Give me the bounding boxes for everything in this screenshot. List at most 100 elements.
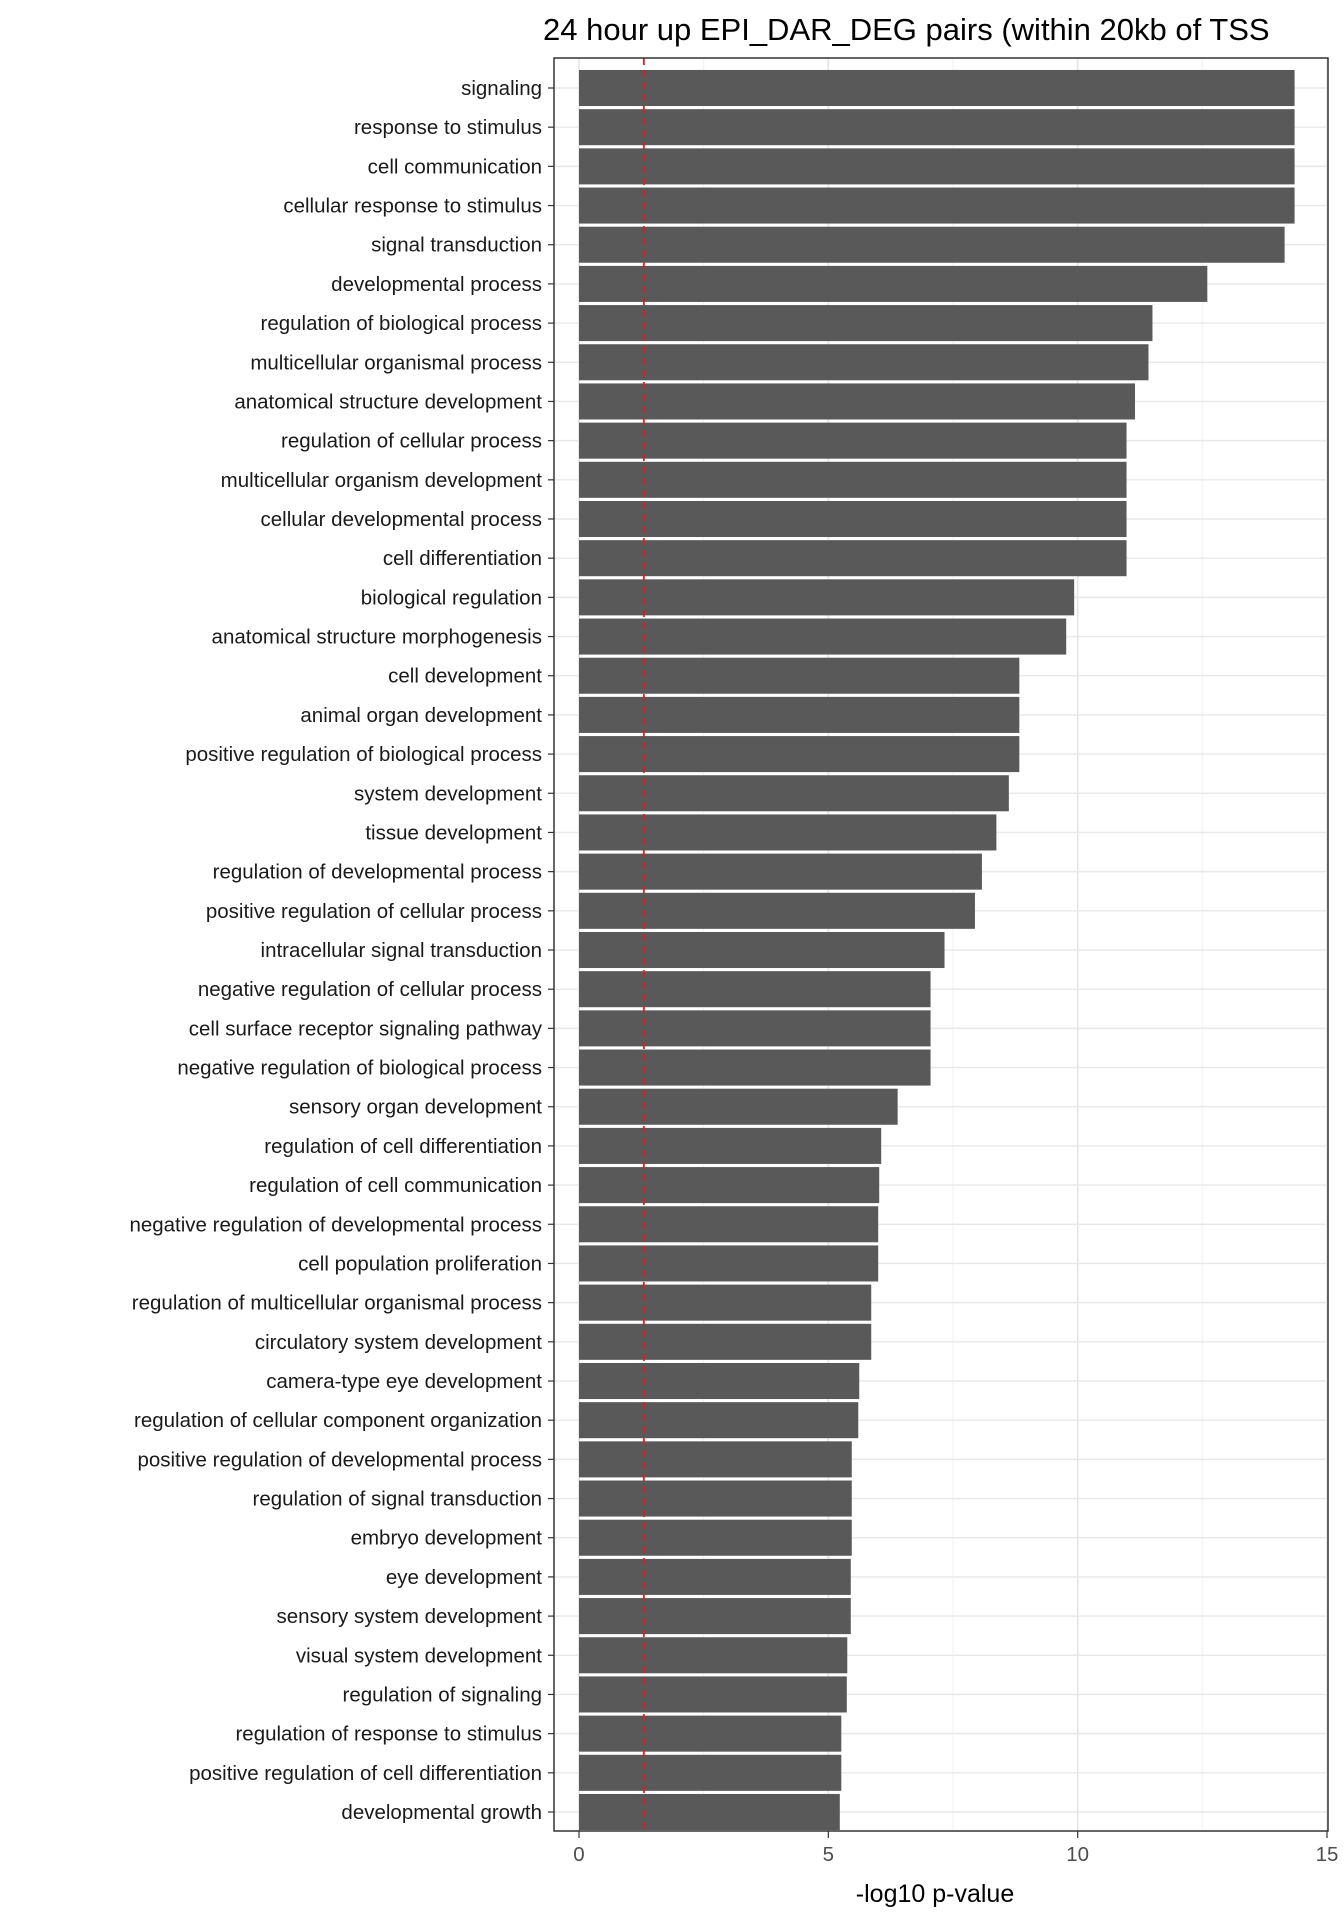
y-tick-label: sensory organ development (289, 1096, 542, 1119)
y-tick-label: biological regulation (361, 586, 542, 609)
bar: biological regulation: 9.93 (579, 579, 1075, 616)
y-tick-label: regulation of multicellular organismal p… (132, 1292, 542, 1315)
y-tick-label: negative regulation of cellular process (198, 978, 542, 1001)
bar: multicellular organism development: 10.9… (579, 461, 1127, 498)
y-tick-label: positive regulation of biological proces… (185, 743, 542, 766)
y-tick-label: regulation of signal transduction (253, 1488, 542, 1511)
bar: anatomical structure development: 11.15 (579, 383, 1136, 420)
y-tick-label: positive regulation of cell differentiat… (189, 1762, 542, 1785)
bar: cell surface receptor signaling pathway:… (579, 1010, 931, 1047)
y-tick-label: camera-type eye development (266, 1370, 542, 1393)
bar: signal transduction: 14.15 (579, 226, 1285, 263)
y-tick-label: positive regulation of cellular process (206, 900, 542, 923)
bar: sensory organ development: 6.39 (579, 1088, 898, 1125)
bars: signaling: 14.35response to stimulus: 14… (579, 69, 1295, 1831)
y-tick-label: tissue development (365, 821, 542, 844)
y-tick-label: multicellular organism development (221, 469, 543, 492)
bar: tissue development: 8.37 (579, 814, 997, 851)
bar: negative regulation of cellular process:… (579, 971, 931, 1008)
bar: system development: 8.62 (579, 775, 1009, 812)
y-tick-label: intracellular signal transduction (261, 939, 542, 962)
bar: response to stimulus: 14.35 (579, 109, 1295, 146)
y-tick-label: circulatory system development (255, 1331, 542, 1354)
bar: anatomical structure morphogenesis: 9.77 (579, 618, 1067, 655)
y-tick-label: regulation of cellular component organiz… (134, 1409, 542, 1432)
bar: regulation of multicellular organismal p… (579, 1284, 872, 1321)
y-tick-label: signaling (461, 77, 542, 100)
x-tick-label: 10 (1066, 1843, 1089, 1866)
y-axis-labels: signaling response to stimulus cell commun… (129, 77, 554, 1824)
y-tick-label: regulation of response to stimulus (235, 1723, 542, 1746)
bar: positive regulation of cellular process:… (579, 892, 975, 929)
y-tick-label: developmental process (331, 273, 542, 296)
x-tick-label: 15 (1316, 1843, 1339, 1866)
y-tick-label: cellular response to stimulus (283, 195, 542, 218)
bar: regulation of developmental process: 8.0… (579, 853, 982, 890)
bar: negative regulation of biological proces… (579, 1049, 931, 1086)
bar: circulatory system development: 5.86 (579, 1323, 872, 1360)
bar: regulation of signal transduction: 5.47 (579, 1480, 852, 1517)
panel-border (553, 57, 1329, 1832)
x-tick-label: 0 (573, 1843, 584, 1866)
bar: developmental growth: 5.23 (579, 1793, 840, 1831)
bar: embryo development: 5.47 (579, 1519, 852, 1556)
y-tick-label: regulation of biological process (261, 312, 542, 335)
bar: visual system development: 5.38 (579, 1637, 848, 1674)
y-tick-label: embryo development (351, 1527, 543, 1550)
bar: regulation of response to stimulus: 5.26 (579, 1715, 842, 1752)
y-tick-label: positive regulation of developmental pro… (137, 1448, 542, 1471)
y-tick-label: system development (354, 782, 542, 805)
bar: negative regulation of developmental pro… (579, 1206, 879, 1243)
bar: camera-type eye development: 5.62 (579, 1362, 860, 1400)
y-tick-label: regulation of cellular process (281, 430, 542, 453)
y-tick-label: regulation of developmental process (213, 861, 542, 884)
y-tick-label: negative regulation of biological proces… (177, 1057, 542, 1080)
y-tick-label: eye development (386, 1566, 542, 1589)
bar: regulation of cell differentiation: 6.06 (579, 1127, 882, 1164)
x-axis-ticks: 0 5 10 15 (573, 1831, 1338, 1866)
y-tick-label: sensory system development (277, 1605, 543, 1628)
bar: positive regulation of developmental pro… (579, 1441, 852, 1478)
y-tick-label: cellular developmental process (261, 508, 542, 531)
y-tick-label: animal organ development (300, 704, 542, 727)
y-tick-label: negative regulation of developmental pro… (129, 1213, 542, 1236)
y-tick-label: regulation of cell communication (249, 1174, 542, 1197)
bar: cell development: 8.83 (579, 657, 1020, 694)
y-tick-label: cell communication (368, 155, 542, 178)
bar: cell communication: 14.35 (579, 148, 1295, 185)
x-tick-label: 5 (823, 1843, 834, 1866)
y-tick-label: anatomical structure development (234, 390, 542, 413)
bar: animal organ development: 8.83 (579, 696, 1020, 733)
bar: multicellular organismal process: 11.42 (579, 344, 1149, 381)
y-tick-label: cell surface receptor signaling pathway (189, 1017, 543, 1040)
y-tick-label: cell development (388, 665, 542, 688)
bar: regulation of cellular component organiz… (579, 1402, 859, 1439)
bar: positive regulation of cell differentiat… (579, 1754, 842, 1791)
bar: regulation of signaling: 5.37 (579, 1676, 847, 1713)
y-tick-label: developmental growth (341, 1801, 542, 1824)
y-tick-label: visual system development (296, 1644, 542, 1667)
bar: positive regulation of biological proces… (579, 736, 1020, 773)
chart-title: 24 hour up EPI_DAR_DEG pairs (within 20k… (543, 12, 1270, 47)
bar: eye development: 5.45 (579, 1558, 851, 1595)
bar: sensory system development: 5.45 (579, 1598, 851, 1635)
bar: developmental process: 12.6 (579, 265, 1208, 302)
y-tick-label: cell differentiation (383, 547, 542, 570)
bar: regulation of biological process: 11.5 (579, 305, 1153, 342)
y-tick-label: multicellular organismal process (250, 351, 542, 374)
bar: regulation of cell communication: 6.02 (579, 1167, 880, 1204)
y-tick-label: regulation of cell differentiation (264, 1135, 542, 1158)
bar: cell population proliferation: 6 (579, 1245, 879, 1282)
bar: cellular developmental process: 10.98 (579, 500, 1127, 538)
bar: regulation of cellular process: 10.98 (579, 422, 1127, 459)
y-tick-label: cell population proliferation (298, 1252, 542, 1275)
bar: intracellular signal transduction: 7.33 (579, 931, 945, 969)
x-axis-title: -log10 p-value (856, 1880, 1014, 1908)
y-tick-label: anatomical structure morphogenesis (212, 626, 542, 649)
y-tick-label: signal transduction (371, 234, 542, 257)
y-tick-label: response to stimulus (354, 116, 542, 139)
bar: signaling: 14.35 (579, 69, 1295, 107)
bar: cellular response to stimulus: 14.35 (579, 187, 1295, 224)
